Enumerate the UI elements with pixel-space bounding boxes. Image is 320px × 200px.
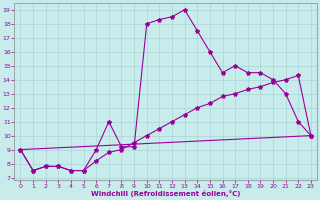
X-axis label: Windchill (Refroidissement éolien,°C): Windchill (Refroidissement éolien,°C)	[91, 190, 240, 197]
